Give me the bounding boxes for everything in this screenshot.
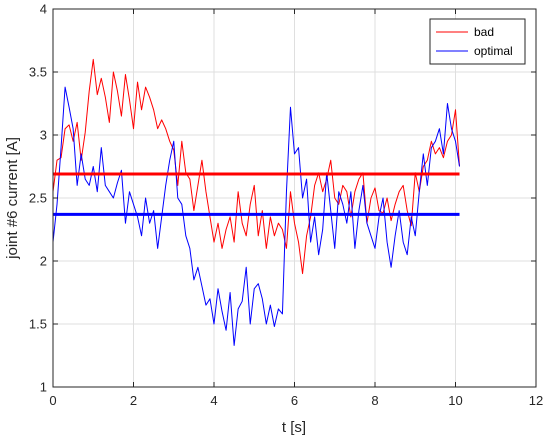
x-axis-label: t [s] [282, 419, 306, 436]
y-tick-label: 4 [40, 2, 47, 17]
series-line-bad [52, 58, 461, 275]
ticks: 0 2 4 6 8 10 12 1 1.5 2 2.5 3 3.5 4 [29, 2, 543, 409]
x-tick-label: 0 [49, 393, 56, 408]
x-tick-label: 4 [210, 393, 217, 408]
y-tick-label: 3.5 [29, 65, 47, 80]
series-layer [52, 58, 461, 346]
y-tick-label: 3 [40, 128, 47, 143]
x-tick-label: 2 [130, 393, 137, 408]
y-tick-label: 1 [40, 380, 47, 395]
legend: bad optimal [429, 18, 526, 65]
x-tick-label: 8 [371, 393, 378, 408]
y-tick-label: 2.5 [29, 191, 47, 206]
x-tick-label: 12 [529, 393, 543, 408]
legend-label-bad: bad [474, 25, 494, 39]
y-tick-label: 1.5 [29, 317, 47, 332]
legend-box [429, 18, 526, 65]
legend-label-optimal: optimal [474, 44, 513, 58]
x-tick-label: 10 [448, 393, 462, 408]
series-line-optimal [52, 86, 461, 346]
y-tick-label: 2 [40, 254, 47, 269]
x-tick-label: 6 [291, 393, 298, 408]
y-axis-label: joint #6 current [A] [4, 137, 21, 260]
